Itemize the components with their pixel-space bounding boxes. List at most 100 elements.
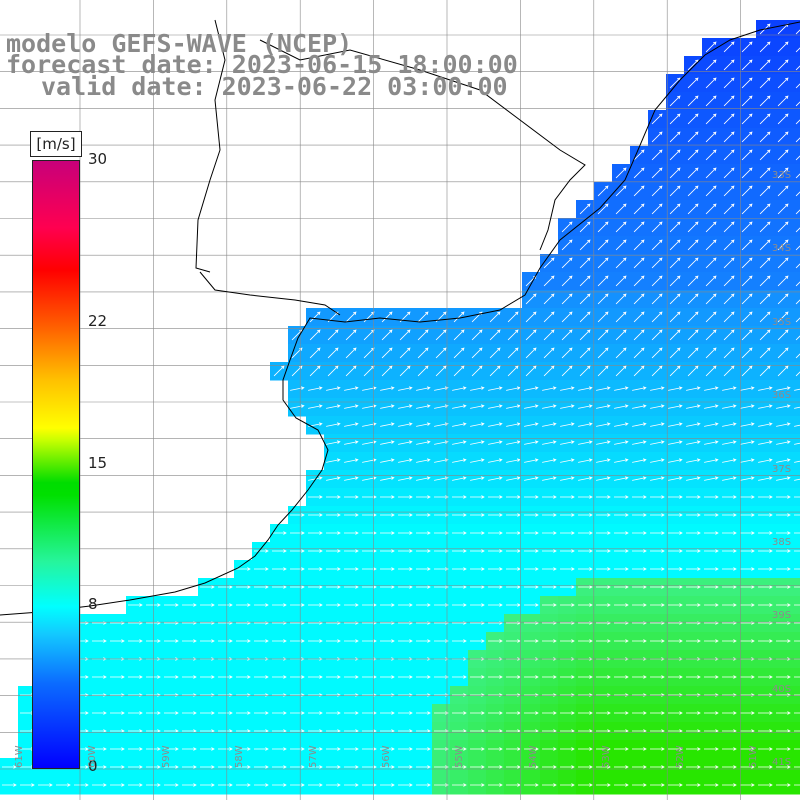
wind-arrow [668,476,683,481]
longitude-label: 61W [14,745,25,768]
wind-arrow [326,747,341,751]
wind-arrow [254,675,269,679]
wind-arrow [722,783,737,787]
wind-arrow [110,675,125,679]
wind-arrow [543,365,555,377]
wind-arrow [398,404,413,409]
wind-arrow [452,404,467,409]
wind-arrow [128,747,143,751]
wind-arrow [669,185,681,197]
wind-arrow [344,440,359,445]
wind-arrow [506,567,521,571]
wind-arrow [452,603,467,607]
wind-arrow [560,765,575,769]
wind-arrow [452,495,467,499]
wind-arrow [524,422,539,427]
wind-arrow [578,783,593,787]
wind-arrow [651,329,663,341]
wind-arrow [326,675,341,679]
wind-arrow [614,549,629,553]
wind-arrow [380,747,395,751]
wind-arrow [633,347,645,359]
wind-arrow [560,422,575,427]
wind-arrow [579,257,591,269]
wind-arrow [741,239,753,251]
wind-arrow [668,567,683,571]
wind-arrow [758,783,773,787]
wind-arrow [164,639,179,643]
wind-arrow [723,329,735,341]
wind-arrow [596,495,611,499]
wind-arrow [164,693,179,697]
wind-arrow [740,531,755,535]
wind-arrow [416,476,431,481]
wind-arrow [704,531,719,535]
wind-arrow [651,203,663,215]
wind-arrow [308,783,323,787]
wind-arrow [597,221,609,233]
wind-arrow [470,603,485,607]
wind-arrow [705,311,717,323]
wind-arrow [632,693,647,697]
wind-arrow [488,585,503,589]
wind-arrow [668,603,683,607]
wind-arrow [578,440,593,445]
wind-arrow [794,496,800,498]
wind-arrow [632,603,647,607]
wind-arrow [794,550,800,552]
wind-arrow [380,495,395,499]
wind-arrow [399,365,411,377]
wind-arrow [741,311,753,323]
wind-arrow [651,293,663,305]
wind-arrow [416,513,431,517]
wind-arrow [542,476,557,481]
wind-arrow [542,404,557,409]
wind-arrow [146,639,161,643]
wind-arrow [326,639,341,643]
wind-arrow [200,693,215,697]
wind-arrow [308,513,323,517]
wind-arrow [92,675,107,679]
wind-arrow [524,603,539,607]
latitude-label: 34S [772,243,792,255]
wind-arrow [650,783,665,787]
wind-arrow [290,675,305,679]
wind-arrow [794,388,800,391]
wind-arrow [704,440,719,445]
wind-arrow [758,765,773,769]
wind-arrow [669,149,681,161]
wind-arrow [759,221,771,233]
wind-arrow [416,747,431,751]
wind-arrow [471,329,483,341]
wind-arrow [470,729,485,733]
wind-arrow [236,639,251,643]
wind-arrow [777,95,789,107]
wind-arrow [326,476,341,481]
wind-arrow [561,365,573,377]
wind-arrow [218,783,233,787]
latitude-label: 33S [772,170,792,181]
wind-arrow [614,747,629,751]
wind-arrow [795,47,800,53]
wind-arrow [776,603,791,607]
wind-arrow [597,203,609,215]
wind-arrow [344,675,359,679]
wind-arrow [722,513,737,517]
wind-arrow [290,603,305,607]
wind-arrow [579,221,591,233]
wind-arrow [561,221,573,233]
wind-arrow [434,765,449,769]
wind-arrow [741,41,753,53]
wind-arrow [398,495,413,499]
wind-arrow [596,765,611,769]
wind-arrow [795,227,800,233]
wind-arrow [758,422,773,427]
wind-arrow [380,567,395,571]
wind-arrow [759,149,771,161]
wind-arrow [614,440,629,445]
wind-arrow [164,747,179,751]
wind-arrow [200,765,215,769]
wind-arrow [488,711,503,715]
wind-arrow [489,329,501,341]
wind-arrow [650,567,665,571]
